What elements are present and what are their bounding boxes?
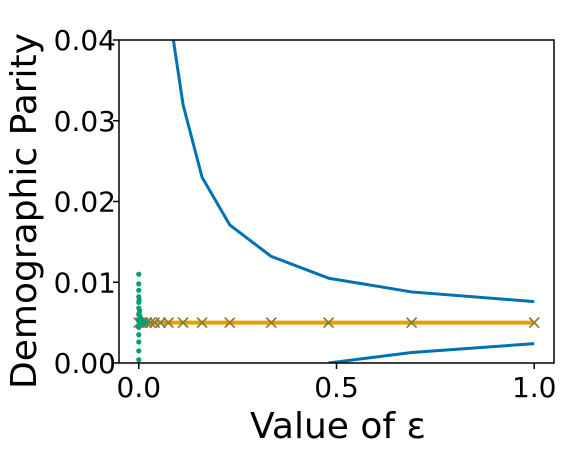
scatter-point xyxy=(136,271,142,277)
y-axis-title: Demographic Parity xyxy=(4,33,45,389)
x-marker xyxy=(196,317,208,329)
scatter-point xyxy=(136,281,142,287)
plot-frame xyxy=(118,39,555,364)
scatter-point xyxy=(136,297,142,303)
scatter-point xyxy=(136,332,142,338)
scatter-point xyxy=(136,357,142,363)
lower-bound-line xyxy=(328,342,535,363)
series-layer xyxy=(133,40,540,363)
x-marker xyxy=(224,317,236,329)
scatter-point xyxy=(136,287,142,293)
x-tick-label: 0.0 xyxy=(117,371,162,404)
y-tick-label: 0.00 xyxy=(54,347,116,380)
x-tick-label: 1.0 xyxy=(512,371,557,404)
y-tick-label: 0.02 xyxy=(54,186,116,219)
scatter-point xyxy=(136,339,142,345)
y-tick-label: 0.04 xyxy=(54,24,116,57)
x-axis-title: Value of ε xyxy=(250,406,426,447)
y-tick-label: 0.03 xyxy=(54,105,116,138)
x-marker xyxy=(145,317,157,329)
y-tick-label: 0.01 xyxy=(54,266,116,299)
scatter-point xyxy=(136,323,142,329)
scatter-point xyxy=(136,348,142,354)
x-tick-label: 0.5 xyxy=(314,371,359,404)
x-marker xyxy=(406,317,418,329)
scatter-point xyxy=(143,320,149,326)
plot-area xyxy=(133,40,540,363)
scatter-point xyxy=(136,307,143,314)
x-marker xyxy=(162,317,174,329)
ticks-layer: 0.00 0.01 0.02 0.03 0.04 0.0 0.5 1.0 xyxy=(54,24,557,404)
x-marker xyxy=(177,317,189,329)
x-marker xyxy=(528,317,540,329)
x-marker xyxy=(154,317,167,329)
x-marker xyxy=(265,317,277,329)
x-marker xyxy=(323,317,335,329)
upper-bound-line xyxy=(171,40,535,304)
